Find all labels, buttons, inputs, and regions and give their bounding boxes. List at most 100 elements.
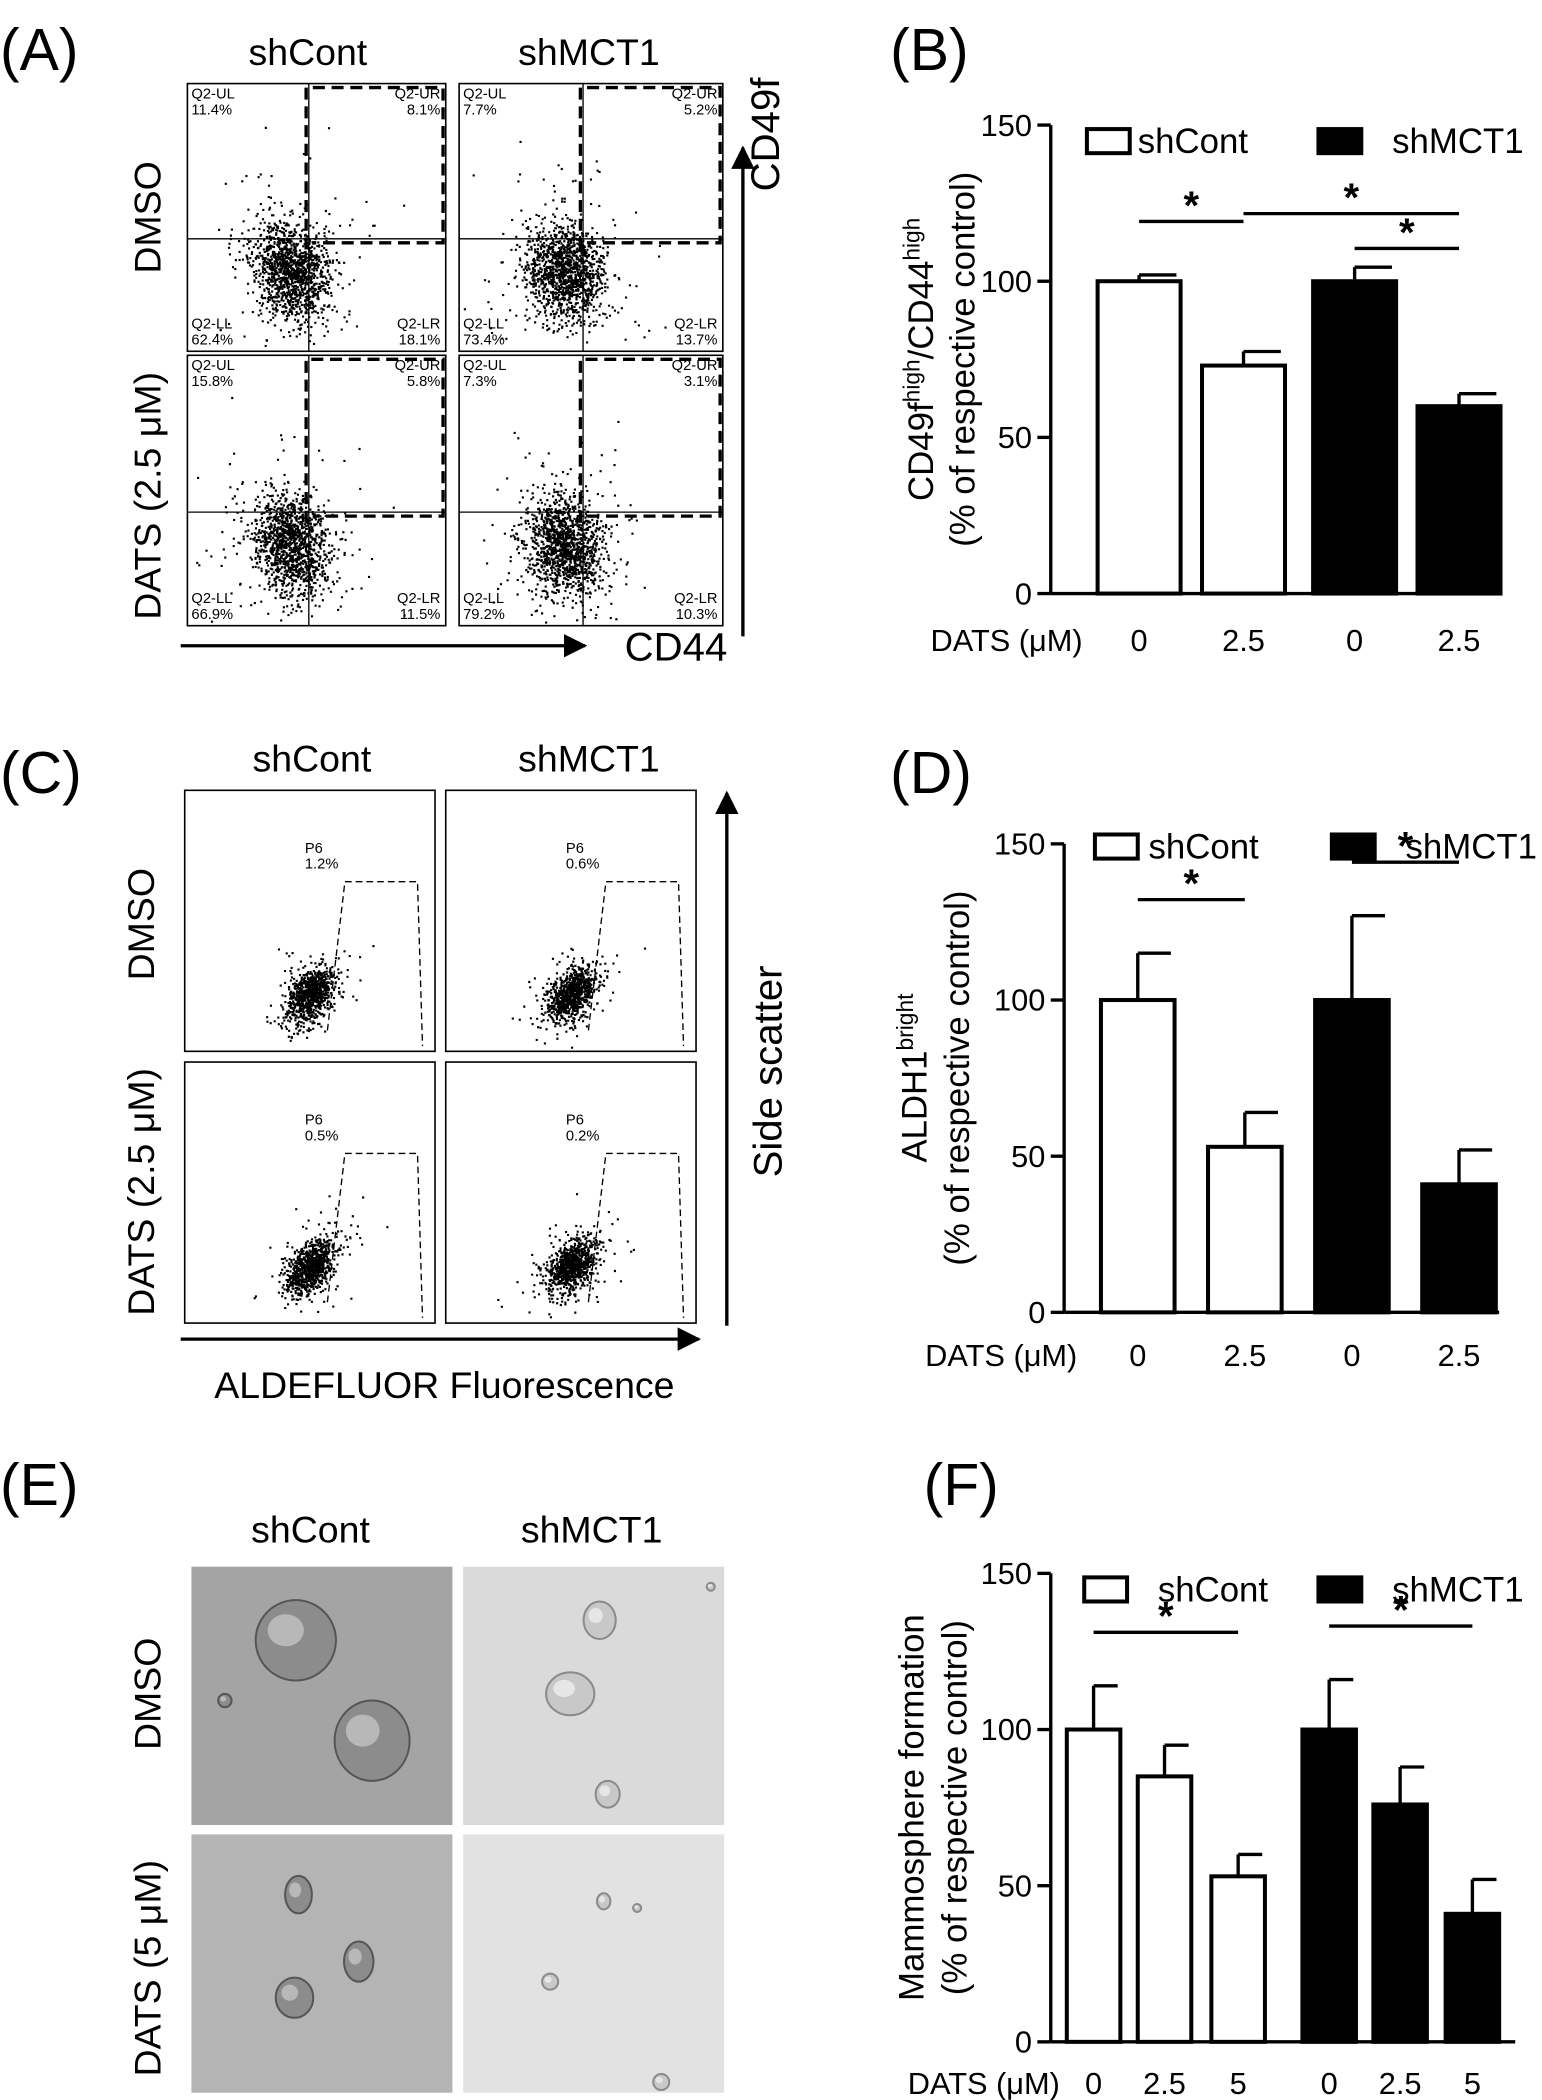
y-axis-label: CD49f [743, 77, 788, 192]
y-axis-label: (% of respective control) [935, 1620, 974, 1995]
gate-name: P6 [305, 841, 323, 857]
mammosphere-highlight [553, 1679, 576, 1698]
y-tick-label: 0 [1028, 1295, 1045, 1330]
bar [1313, 998, 1391, 1315]
gate-name: P6 [566, 1113, 584, 1129]
quadrant-name: Q2-UR [395, 86, 441, 102]
flow-events [216, 126, 406, 347]
gate [587, 881, 685, 1047]
quadrant-percent: 11.4% [191, 102, 232, 118]
y-axis-label-part: bright [892, 993, 918, 1051]
legend-label: shCont [1138, 122, 1249, 161]
quadrant-name: Q2-LL [463, 317, 504, 333]
mammosphere-highlight [220, 1696, 227, 1702]
flow-plot-frame [186, 82, 447, 353]
x-tick-label: 2.5 [1143, 2066, 1186, 2100]
y-tick-label: 50 [998, 420, 1032, 455]
legend-label: shCont [1158, 1570, 1269, 1609]
micrograph [191, 1834, 453, 2093]
quadrant-name: Q2-LR [674, 317, 717, 333]
x-axis-label: ALDEFLUOR Fluorescence [214, 1364, 674, 1406]
quadrant-name: Q2-LR [674, 591, 717, 607]
quadrant-percent: 18.1% [399, 333, 441, 349]
mammosphere-highlight [289, 1882, 302, 1898]
quadrant-percent: 11.5% [400, 607, 441, 623]
quadrant-name: Q2-LL [191, 591, 232, 607]
mammosphere-highlight [655, 2076, 663, 2084]
y-tick-label: 100 [981, 264, 1032, 299]
legend-swatch [1329, 832, 1377, 861]
panel-label: (E) [0, 1453, 78, 1518]
mammosphere-highlight [634, 1905, 638, 1909]
x-tick-label: 2.5 [1438, 1338, 1481, 1373]
y-axis-label: Side scatter [746, 965, 791, 1177]
gate [326, 1152, 424, 1318]
mammosphere-highlight [599, 1785, 611, 1797]
legend-label: shCont [1148, 828, 1259, 867]
mammosphere-highlight [707, 1584, 712, 1588]
gate-box [578, 85, 722, 250]
mammosphere-highlight [598, 1896, 606, 1903]
x-axis-label: CD44 [625, 624, 728, 669]
legend-swatch [1316, 127, 1364, 156]
x-tick-label: 2.5 [1223, 1338, 1266, 1373]
y-axis-label-part: high [899, 218, 925, 261]
mammosphere-highlight [588, 1608, 603, 1624]
significance-mark: * [1183, 183, 1199, 228]
y-tick-label: 50 [998, 1868, 1032, 1903]
significance-mark: * [1393, 1587, 1409, 1632]
y-axis-label-part: high [899, 359, 925, 402]
mammosphere-highlight [345, 1714, 380, 1747]
x-tick-label: 2.5 [1222, 623, 1265, 658]
gate [326, 881, 424, 1047]
x-axis-label: DATS (μM) [925, 1338, 1077, 1373]
quadrant-name: Q2-UR [672, 358, 718, 374]
bar [1371, 1802, 1429, 2044]
x-tick-label: 0 [1129, 1338, 1146, 1373]
flow-events [196, 396, 406, 623]
legend-label: shMCT1 [1392, 1570, 1523, 1609]
flow-plot-frame [183, 1061, 436, 1324]
significance-mark: * [1183, 861, 1199, 906]
x-tick-label: 2.5 [1379, 2066, 1422, 2100]
gate-percent: 0.5% [305, 1128, 339, 1144]
significance-mark: * [1398, 823, 1414, 868]
quadrant-name: Q2-UR [672, 86, 718, 102]
quadrant-percent: 5.2% [684, 102, 718, 118]
gate-box [304, 357, 445, 523]
quadrant-name: Q2-UL [191, 358, 234, 374]
x-tick-label: 2.5 [1438, 623, 1481, 658]
flow-events [483, 420, 646, 624]
significance-mark: * [1158, 1594, 1174, 1639]
x-tick-label: 0 [1346, 623, 1363, 658]
bar [1415, 404, 1503, 596]
y-tick-label: 150 [994, 827, 1045, 862]
y-tick-label: 150 [981, 108, 1032, 143]
flow-events [253, 1195, 389, 1314]
x-tick-label: 5 [1464, 2066, 1481, 2100]
gate-percent: 0.2% [566, 1128, 600, 1144]
row-label: DMSO [127, 161, 169, 273]
significance-mark: * [1399, 210, 1415, 255]
y-axis-label: CD49fhigh/CD44high [899, 218, 941, 501]
quadrant-percent: 79.2% [463, 607, 505, 623]
flow-events [463, 140, 667, 344]
legend-label: shMCT1 [1405, 828, 1536, 867]
y-axis-label-part: /CD44 [902, 261, 941, 360]
quadrant-percent: 3.1% [684, 374, 718, 390]
flow-plot-frame [458, 82, 724, 353]
bar [1135, 1774, 1194, 2044]
x-tick-label: 0 [1343, 1338, 1360, 1373]
row-label: DATS (2.5 μM) [127, 372, 169, 620]
quadrant-name: Q2-UL [463, 86, 506, 102]
legend-swatch [1092, 832, 1140, 861]
quadrant-percent: 8.1% [407, 102, 441, 118]
quadrant-percent: 62.4% [191, 333, 233, 349]
mammosphere-highlight [348, 1948, 362, 1965]
quadrant-percent: 7.7% [463, 102, 497, 118]
y-axis-label-part: ALDH1 [895, 1050, 934, 1162]
y-axis-label-part: Mammosphere formation [893, 1614, 932, 2001]
bar [1209, 1874, 1267, 2044]
micrograph [463, 1834, 725, 2093]
